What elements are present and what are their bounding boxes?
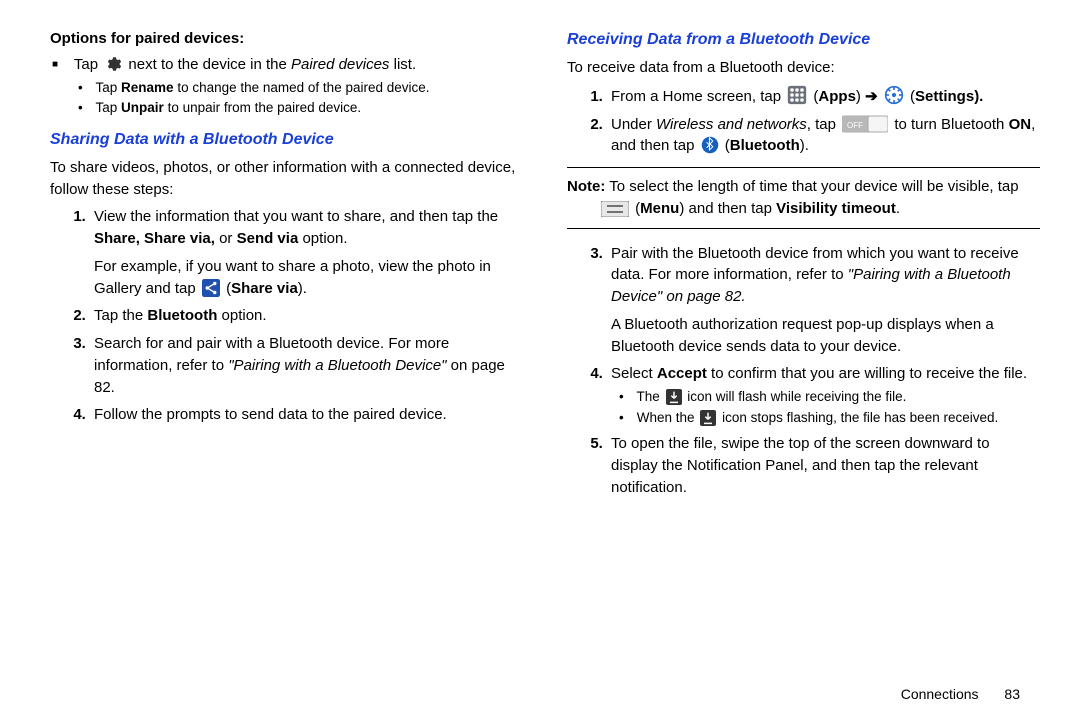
- download-icon-2: [700, 410, 716, 426]
- note-box: Note: To select the length of time that …: [567, 167, 1040, 229]
- arrow-icon: ➔: [865, 88, 878, 105]
- settings-icon: [884, 85, 904, 105]
- menu-icon: [601, 201, 629, 217]
- note-label: Note:: [567, 178, 605, 195]
- share-step-2: Tap the Bluetooth option.: [90, 305, 523, 327]
- recv-step-4-sub: The icon will flash while receiving the …: [611, 387, 1040, 427]
- sharing-title: Sharing Data with a Bluetooth Device: [50, 128, 523, 151]
- recv-step-1: From a Home screen, tap (Apps) ➔ (Settin…: [607, 85, 1040, 108]
- page-footer: Connections 83: [901, 686, 1020, 702]
- sharing-intro: To share videos, photos, or other inform…: [50, 157, 523, 201]
- paired-devices-text: Paired devices: [291, 56, 389, 73]
- download-icon-1: [666, 389, 682, 405]
- toggle-off-icon: OFF: [842, 114, 888, 134]
- recv-step-5: To open the file, swipe the top of the s…: [607, 433, 1040, 498]
- receiving-steps-2: Pair with the Bluetooth device from whic…: [567, 243, 1040, 499]
- share-step-3: Search for and pair with a Bluetooth dev…: [90, 333, 523, 398]
- left-column: Options for paired devices: Tap next to …: [50, 28, 523, 505]
- right-column: Receiving Data from a Bluetooth Device T…: [567, 28, 1040, 505]
- unpair-item: Tap Unpair to unpair from the paired dev…: [92, 98, 523, 118]
- receiving-intro: To receive data from a Bluetooth device:: [567, 57, 1040, 79]
- rename-item: Tap Rename to change the named of the pa…: [92, 78, 523, 98]
- svg-text:OFF: OFF: [847, 121, 863, 130]
- share-step-1-example: For example, if you want to share a phot…: [94, 256, 523, 300]
- note-line-2: (Menu) and then tap Visibility timeout.: [567, 198, 1040, 220]
- recv-step-3: Pair with the Bluetooth device from whic…: [607, 243, 1040, 358]
- share-step-1: View the information that you want to sh…: [90, 206, 523, 299]
- footer-page: 83: [1004, 686, 1020, 702]
- options-sublist: Tap Rename to change the named of the pa…: [70, 78, 523, 118]
- recv-flash-item: The icon will flash while receiving the …: [633, 387, 1040, 407]
- apps-icon: [787, 85, 807, 105]
- footer-section: Connections: [901, 686, 979, 702]
- share-step-4: Follow the prompts to send data to the p…: [90, 404, 523, 426]
- recv-done-item: When the icon stops flashing, the file h…: [633, 408, 1040, 428]
- receiving-title: Receiving Data from a Bluetooth Device: [567, 28, 1040, 51]
- receiving-steps-1: From a Home screen, tap (Apps) ➔ (Settin…: [567, 85, 1040, 157]
- bluetooth-icon: [701, 136, 719, 154]
- options-list: Tap next to the device in the Paired dev…: [50, 54, 523, 118]
- recv-step-3-p2: A Bluetooth authorization request pop-up…: [611, 314, 1040, 358]
- page-root: Options for paired devices: Tap next to …: [0, 0, 1080, 515]
- gear-icon: [104, 55, 122, 73]
- sharing-steps: View the information that you want to sh…: [50, 206, 523, 426]
- recv-step-4: Select Accept to confirm that you are wi…: [607, 363, 1040, 427]
- option-gear: Tap next to the device in the Paired dev…: [70, 54, 523, 118]
- share-via-icon: [202, 279, 220, 297]
- recv-step-2: Under Wireless and networks, tap OFF to …: [607, 114, 1040, 158]
- options-heading: Options for paired devices:: [50, 28, 523, 50]
